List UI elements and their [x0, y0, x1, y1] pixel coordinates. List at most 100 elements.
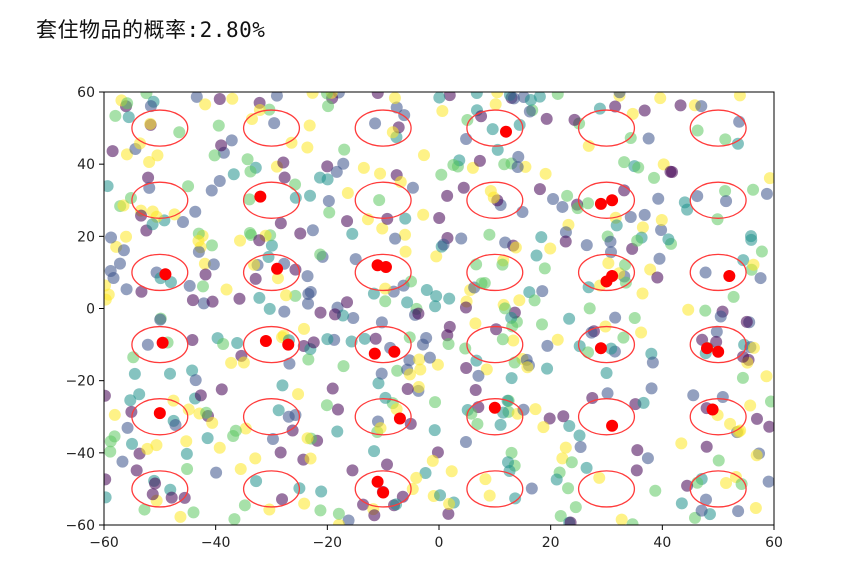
scatter-point	[561, 189, 574, 202]
scatter-point	[490, 323, 503, 336]
hit-point	[594, 342, 607, 355]
scatter-point	[747, 183, 760, 196]
scatter-point	[461, 113, 474, 126]
scatter-point	[109, 109, 122, 122]
scatter-point	[277, 156, 290, 169]
scatter-point	[647, 171, 660, 184]
ring	[466, 325, 524, 364]
scatter-point	[346, 227, 359, 240]
scatter-point	[226, 92, 239, 105]
scatter-point	[507, 92, 520, 105]
scatter-point	[138, 503, 151, 516]
scatter-point	[206, 416, 219, 429]
scatter-point	[436, 104, 449, 117]
scatter-point	[459, 435, 472, 448]
scatter-point	[727, 290, 740, 303]
scatter-point	[582, 346, 595, 359]
scatter-point	[563, 312, 576, 325]
scatter-point	[626, 107, 639, 120]
scatter-point	[460, 361, 473, 374]
scatter-point	[198, 257, 211, 270]
scatter-point	[190, 92, 203, 103]
x-tick-label: −60	[89, 535, 119, 551]
scatter-point	[646, 356, 659, 369]
scatter-point	[557, 410, 570, 423]
scatter-point	[628, 312, 641, 325]
ring	[131, 253, 189, 292]
scatter-point	[513, 294, 526, 307]
ring	[354, 253, 412, 292]
hit-point	[388, 345, 401, 358]
ring	[577, 181, 636, 219]
scatter-point	[604, 246, 617, 259]
scatter-point	[231, 336, 244, 349]
scatter-point	[150, 439, 163, 452]
ring	[354, 109, 412, 147]
scatter-point	[104, 293, 112, 306]
scatter-point	[745, 233, 758, 246]
scatter-point	[744, 399, 757, 412]
x-tick-label: 20	[542, 535, 560, 551]
hit-point	[594, 197, 607, 210]
ring	[354, 181, 412, 219]
scatter-point	[117, 199, 130, 212]
scatter-point	[280, 289, 293, 302]
scatter-point	[304, 452, 317, 465]
scatter-point	[237, 356, 250, 369]
scatter-point	[585, 326, 598, 339]
scatter-point	[641, 452, 654, 465]
scatter-point	[127, 351, 140, 364]
scatter-point	[391, 364, 404, 377]
scatter-point	[435, 168, 448, 181]
scatter-point	[369, 332, 382, 345]
scatter-point	[186, 294, 199, 307]
ring	[354, 470, 412, 508]
scatter-point	[212, 119, 225, 132]
hit-point	[706, 403, 719, 416]
scatter-point	[379, 295, 392, 308]
scatter-point	[374, 422, 387, 435]
y-tick-label: 0	[86, 302, 95, 318]
scatter-point	[580, 239, 593, 252]
scatter-point	[302, 287, 315, 300]
hit-point	[606, 270, 619, 283]
scatter-point	[315, 485, 328, 498]
scatter-point	[271, 272, 284, 285]
scatter-point	[186, 364, 199, 377]
scatter-point	[388, 92, 401, 105]
scatter-point	[691, 124, 704, 137]
scatter-point	[201, 432, 214, 445]
scatter-point	[417, 208, 430, 221]
hit-point	[368, 347, 381, 360]
scatter-point	[529, 403, 542, 416]
scatter-point	[486, 123, 499, 136]
scatter-point	[644, 263, 657, 276]
scatter-point	[604, 235, 617, 248]
scatter-point	[298, 497, 311, 510]
scatter-point	[480, 363, 493, 376]
scatter-point	[399, 228, 412, 241]
scatter-point	[347, 311, 360, 324]
scatter-point	[412, 307, 425, 320]
scatter-point	[695, 100, 708, 113]
scatter-point	[455, 232, 468, 245]
scatter-point	[586, 392, 599, 405]
scatter-point	[719, 133, 732, 146]
ring	[242, 325, 301, 364]
scatter-point	[413, 353, 426, 366]
scatter-point	[472, 369, 485, 382]
scatter-point	[573, 429, 586, 442]
probability-readout: 套住物品的概率:2.80%	[36, 14, 265, 44]
ring	[242, 470, 301, 508]
scatter-point	[675, 437, 688, 450]
scatter-point	[122, 111, 135, 124]
ring-layer	[131, 109, 747, 508]
scatter-point	[737, 254, 750, 267]
scatter-point	[399, 212, 412, 225]
scatter-point	[469, 317, 482, 330]
scatter-point	[263, 302, 276, 315]
scatter-point	[674, 99, 687, 112]
scatter-point	[331, 403, 344, 416]
probability-label: 套住物品的概率:	[36, 18, 200, 42]
